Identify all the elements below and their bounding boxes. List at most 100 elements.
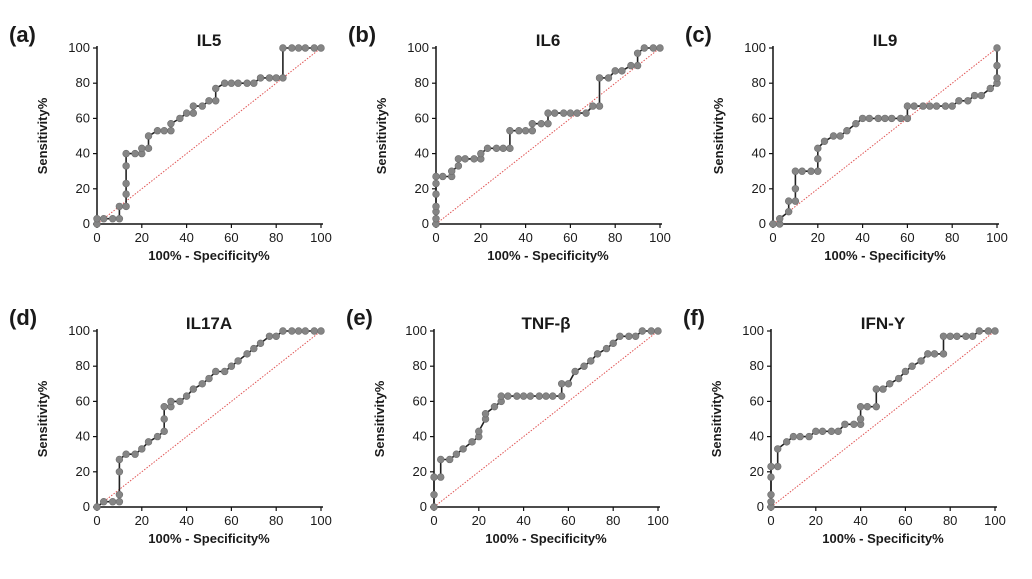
roc-point	[317, 44, 325, 52]
x-tick-label: 40	[179, 513, 193, 528]
roc-point	[437, 473, 445, 481]
x-axis-label: 100% - Specificity%	[824, 248, 946, 263]
roc-point	[544, 119, 552, 128]
roc-point	[850, 420, 858, 428]
roc-point	[767, 498, 775, 506]
x-tick-label: 20	[809, 513, 823, 528]
roc-point	[526, 392, 535, 400]
roc-point	[492, 144, 501, 153]
roc-point	[198, 380, 206, 388]
y-axis-label: Sensitivity%	[35, 97, 50, 174]
roc-point	[886, 380, 894, 388]
roc-point	[557, 380, 566, 388]
roc-point	[167, 397, 175, 406]
roc-point	[189, 109, 198, 117]
roc-point	[654, 327, 662, 335]
chart-title: IL5	[197, 31, 222, 50]
roc-point	[160, 427, 168, 436]
roc-point	[964, 97, 972, 105]
roc-point	[807, 167, 815, 175]
roc-point	[852, 119, 860, 128]
chart-title: IFN-Y	[861, 314, 906, 333]
x-tick-label: 20	[474, 230, 488, 245]
roc-point	[430, 503, 438, 511]
roc-point	[108, 498, 117, 506]
roc-point	[939, 332, 948, 340]
roc-point	[566, 109, 575, 117]
roc-point	[138, 144, 146, 153]
x-tick-label: 100	[310, 513, 332, 528]
roc-point	[167, 127, 175, 135]
roc-point	[894, 374, 903, 383]
roc-point	[863, 402, 872, 411]
y-tick-label: 100	[405, 323, 427, 338]
roc-panel-4: (d) IL17A 0 20 40 60 80 100 0 20 40 60 80 100 100% - S…	[9, 305, 332, 546]
x-tick-label: 0	[767, 513, 774, 528]
roc-point	[827, 427, 836, 436]
roc-point	[445, 455, 454, 464]
y-tick-label: 20	[750, 464, 764, 479]
roc-point	[93, 503, 101, 511]
roc-point	[256, 74, 265, 82]
x-tick-label: 60	[224, 230, 238, 245]
roc-point	[814, 144, 822, 153]
y-tick-label: 80	[413, 358, 427, 373]
y-tick-label: 80	[76, 75, 90, 90]
x-tick-label: 20	[135, 513, 149, 528]
x-axis-label: 100% - Specificity%	[148, 531, 270, 546]
y-axis-label: Sensitivity%	[372, 380, 387, 457]
y-tick-label: 40	[750, 429, 764, 444]
roc-point	[633, 61, 642, 70]
roc-point	[805, 432, 813, 441]
y-tick-label: 20	[76, 464, 90, 479]
x-tick-label: 60	[900, 230, 914, 245]
roc-point	[115, 498, 124, 506]
roc-point	[843, 127, 851, 135]
roc-point	[549, 392, 557, 400]
roc-point	[774, 462, 782, 471]
roc-point	[504, 392, 512, 400]
roc-point	[182, 109, 191, 117]
x-tick-label: 40	[855, 230, 869, 245]
roc-point	[856, 402, 865, 411]
roc-point	[872, 402, 880, 411]
roc-point	[858, 114, 867, 123]
roc-point	[227, 362, 236, 370]
roc-point	[791, 197, 800, 205]
roc-panel-1: (a) IL5 0 20 40 60 80 100 0 20 40 60 80 100 100% - Spe…	[9, 22, 332, 263]
roc-point	[481, 410, 490, 418]
x-tick-label: 100	[649, 230, 671, 245]
y-axis-label: Sensitivity%	[711, 97, 726, 174]
roc-point	[767, 490, 775, 499]
roc-point	[953, 332, 961, 340]
roc-point	[888, 114, 896, 123]
y-axis-label: Sensitivity%	[35, 380, 50, 457]
roc-point	[454, 155, 463, 163]
roc-point	[638, 327, 647, 335]
roc-point	[515, 127, 523, 135]
roc-point	[528, 127, 537, 135]
roc-point	[602, 344, 611, 353]
x-tick-label: 80	[269, 230, 283, 245]
roc-point	[829, 132, 838, 140]
roc-point	[881, 114, 889, 123]
roc-point	[432, 202, 440, 211]
roc-point	[432, 179, 440, 188]
roc-point	[115, 490, 124, 499]
y-tick-label: 100	[68, 323, 90, 338]
panel-letter: (e)	[346, 305, 373, 330]
roc-point	[115, 215, 124, 223]
roc-point	[616, 332, 624, 340]
roc-point	[288, 44, 296, 52]
roc-point	[571, 367, 579, 376]
x-axis-label: 100% - Specificity%	[487, 248, 609, 263]
roc-point	[604, 74, 613, 82]
roc-point	[791, 185, 800, 193]
roc-point	[490, 402, 499, 411]
roc-point	[432, 190, 440, 198]
roc-point	[874, 114, 882, 123]
roc-point	[160, 127, 168, 135]
roc-point	[265, 332, 274, 340]
y-tick-label: 80	[76, 358, 90, 373]
y-tick-label: 100	[407, 40, 429, 55]
